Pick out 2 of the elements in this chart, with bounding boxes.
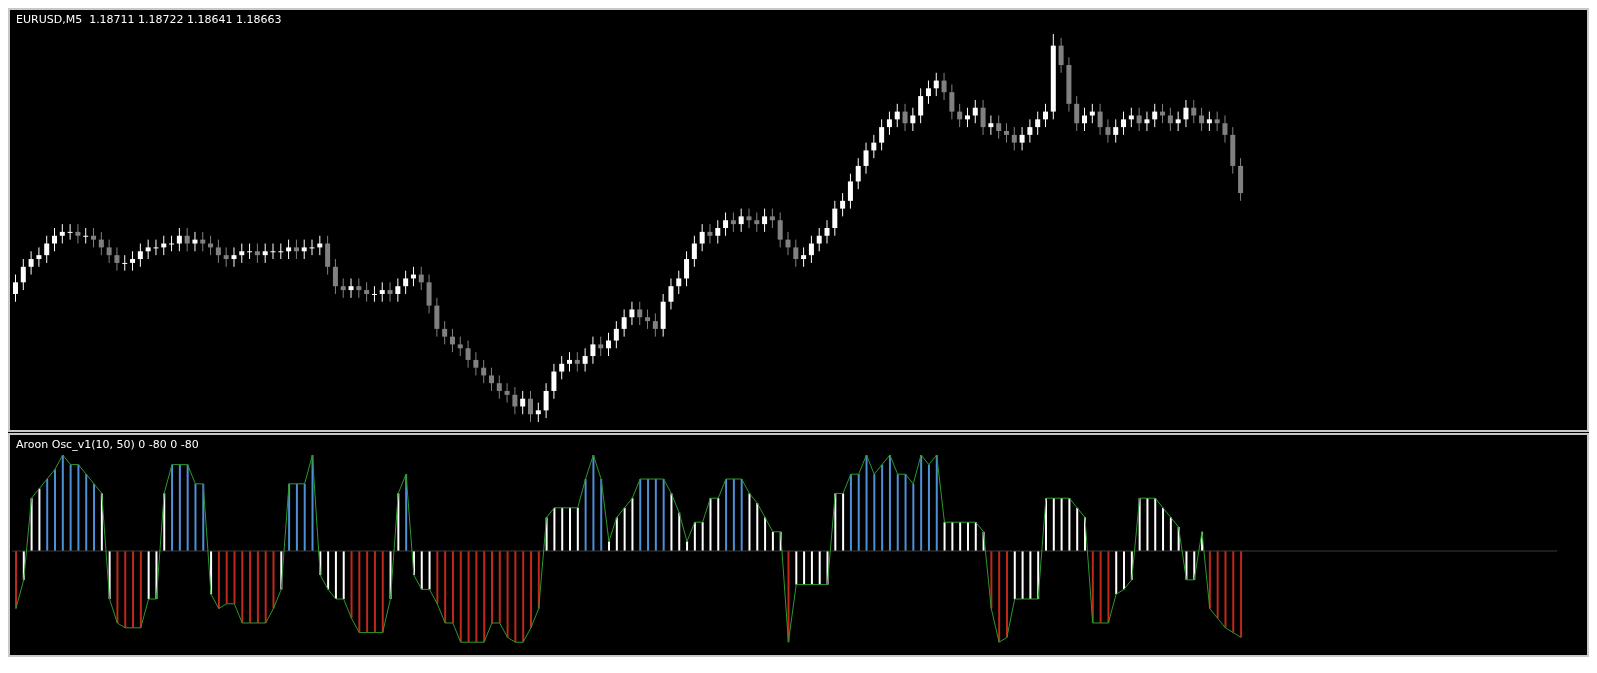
chart-title: Aroon Osc_v1(10, 50) 0 -80 0 -80: [16, 438, 199, 451]
chart-title: EURUSD,M5 1.18711 1.18722 1.18641 1.18663: [16, 13, 282, 26]
